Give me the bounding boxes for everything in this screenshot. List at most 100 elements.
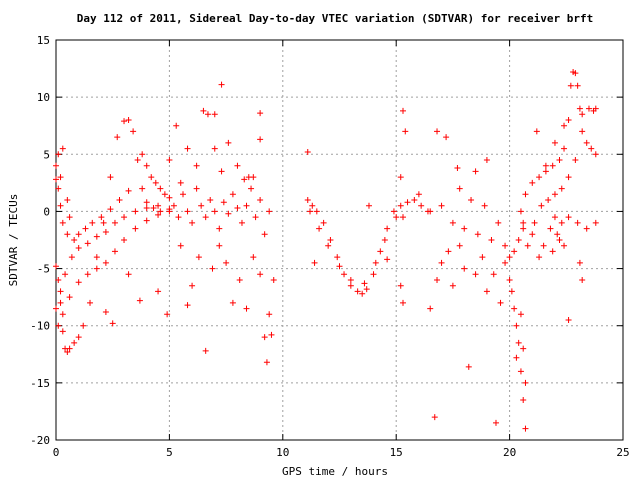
data-point bbox=[542, 162, 549, 169]
data-point bbox=[449, 282, 456, 289]
data-point bbox=[125, 271, 132, 278]
data-point bbox=[71, 237, 78, 243]
data-point bbox=[325, 242, 332, 249]
data-point bbox=[583, 139, 590, 146]
data-point bbox=[166, 157, 173, 163]
x-tick-label: 5 bbox=[166, 446, 173, 459]
data-point bbox=[245, 174, 252, 181]
data-point bbox=[536, 174, 543, 181]
data-point bbox=[397, 174, 404, 181]
x-axis: 0 5 10 15 20 25 bbox=[53, 40, 630, 459]
data-point bbox=[565, 174, 572, 181]
data-point bbox=[556, 237, 563, 243]
data-point bbox=[125, 187, 132, 194]
data-point bbox=[502, 259, 509, 266]
data-point bbox=[320, 219, 327, 226]
data-point bbox=[193, 185, 200, 192]
data-point bbox=[304, 149, 311, 155]
data-point bbox=[538, 202, 545, 209]
data-point bbox=[189, 282, 196, 289]
data-point bbox=[397, 202, 404, 209]
data-point bbox=[515, 339, 522, 346]
data-point bbox=[533, 128, 540, 135]
data-point bbox=[243, 202, 250, 209]
data-point bbox=[397, 282, 404, 289]
data-point bbox=[257, 271, 264, 278]
data-point bbox=[508, 288, 515, 295]
data-point bbox=[216, 242, 223, 249]
data-point bbox=[53, 305, 59, 312]
data-point bbox=[359, 290, 366, 297]
data-point bbox=[551, 191, 558, 198]
data-point bbox=[229, 191, 236, 198]
data-point bbox=[565, 117, 572, 123]
data-point bbox=[157, 208, 164, 215]
data-point bbox=[89, 219, 96, 226]
data-point bbox=[57, 299, 64, 306]
data-point bbox=[483, 288, 490, 295]
data-point bbox=[143, 199, 150, 206]
data-point bbox=[404, 199, 411, 206]
data-point bbox=[109, 320, 116, 327]
data-point bbox=[211, 111, 218, 118]
x-tick-label: 10 bbox=[276, 446, 289, 459]
data-point bbox=[71, 339, 78, 346]
data-point bbox=[157, 185, 164, 192]
data-point bbox=[100, 219, 107, 226]
data-point bbox=[243, 305, 250, 312]
data-point bbox=[121, 214, 128, 221]
data-point bbox=[266, 208, 273, 215]
data-point bbox=[121, 118, 128, 125]
data-point bbox=[62, 271, 69, 278]
data-point bbox=[93, 254, 100, 261]
data-point bbox=[75, 231, 82, 238]
data-point bbox=[152, 179, 159, 186]
data-point bbox=[479, 254, 486, 261]
data-point bbox=[211, 145, 218, 152]
data-point bbox=[53, 176, 59, 183]
data-point bbox=[64, 349, 71, 355]
data-point bbox=[531, 219, 538, 226]
data-point bbox=[513, 322, 520, 329]
data-point bbox=[175, 214, 182, 221]
data-point bbox=[497, 299, 504, 306]
data-point bbox=[384, 256, 391, 263]
data-point bbox=[579, 111, 586, 118]
x-tick-label: 20 bbox=[503, 446, 516, 459]
data-point bbox=[111, 248, 118, 255]
data-point bbox=[456, 185, 463, 192]
data-point bbox=[307, 208, 314, 215]
data-point bbox=[316, 225, 323, 232]
data-point bbox=[180, 191, 187, 198]
data-point bbox=[361, 280, 368, 287]
data-point bbox=[334, 254, 341, 261]
data-point bbox=[161, 191, 168, 198]
data-point bbox=[592, 219, 599, 226]
data-point bbox=[166, 208, 173, 215]
data-point bbox=[252, 214, 259, 221]
data-point bbox=[542, 168, 549, 175]
data-point bbox=[363, 286, 370, 293]
y-tick-label: 10 bbox=[37, 91, 50, 104]
data-point bbox=[57, 174, 64, 181]
data-point bbox=[347, 282, 354, 289]
data-point bbox=[218, 168, 225, 175]
data-point bbox=[270, 277, 277, 283]
data-point bbox=[93, 265, 100, 272]
data-point bbox=[549, 248, 556, 255]
data-point bbox=[209, 265, 216, 272]
data-point bbox=[592, 151, 599, 158]
data-point bbox=[266, 311, 273, 318]
data-point bbox=[177, 242, 184, 249]
data-point bbox=[80, 322, 87, 329]
data-point bbox=[236, 277, 243, 283]
data-point bbox=[204, 111, 211, 118]
data-point bbox=[529, 179, 536, 186]
data-point bbox=[143, 205, 150, 211]
data-point bbox=[567, 82, 574, 89]
data-point bbox=[513, 354, 520, 361]
data-point bbox=[576, 105, 583, 112]
data-point bbox=[502, 242, 509, 249]
data-point bbox=[111, 219, 118, 226]
data-point bbox=[238, 219, 245, 226]
